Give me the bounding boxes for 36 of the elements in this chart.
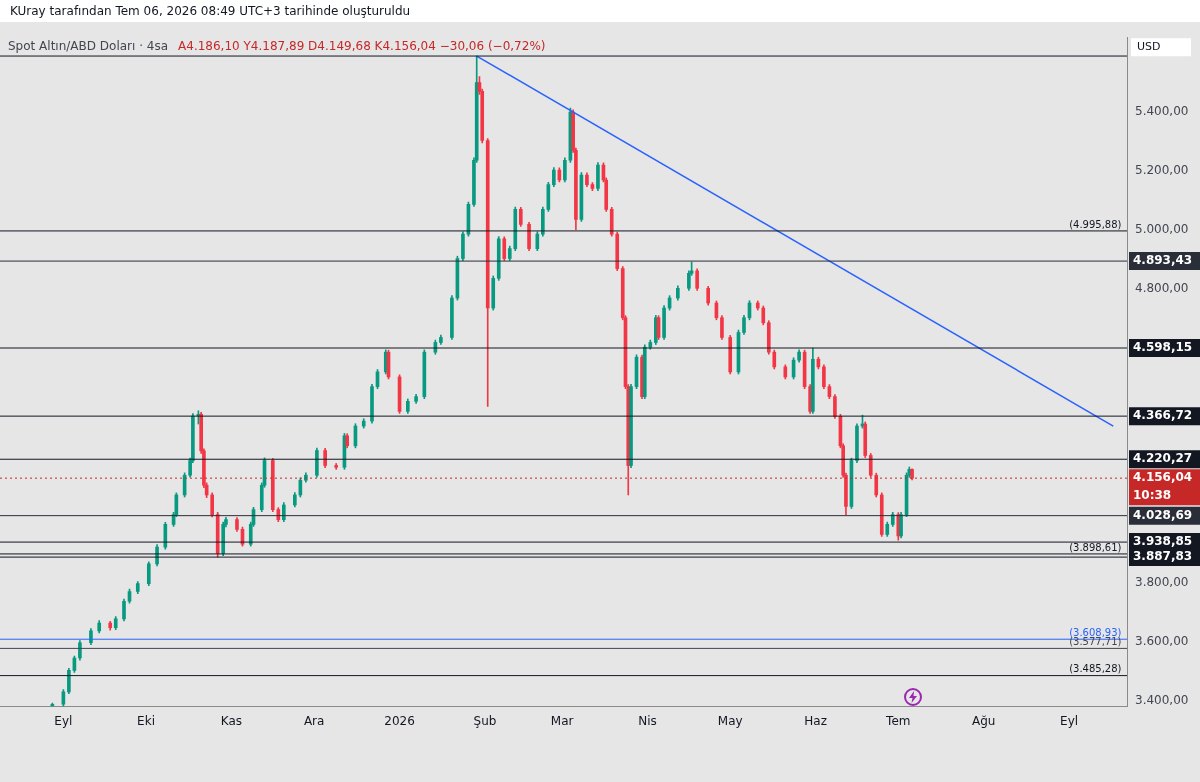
x-tick-label: May (717, 713, 743, 728)
ref-line-label: 4.028,69 (1133, 507, 1193, 522)
y-tick-label: 3.400,00 (1135, 692, 1189, 707)
x-tick-label: Şub (473, 713, 497, 728)
x-tick-label: Eki (137, 713, 155, 728)
ref-line-label: 4.366,72 (1133, 408, 1193, 423)
x-tick-label: Haz (804, 713, 827, 728)
y-tick-label: 3.600,00 (1135, 633, 1189, 648)
x-tick-label: Kas (220, 713, 243, 728)
x-tick-label: Ağu (972, 713, 996, 728)
ref-line-label: 4.156,04 10:38 (1133, 470, 1193, 503)
chart-title: Spot Altın/ABD Doları · 4sa (8, 39, 169, 54)
annotation: (4.995,88) (1069, 218, 1122, 230)
x-tick-label: Mar (550, 713, 574, 728)
ref-line-label: 4.598,15 (1133, 340, 1193, 355)
y-tick-label: 5.200,00 (1135, 162, 1189, 177)
annotation: (3.608,93) (1069, 626, 1122, 638)
y-tick-label: 3.800,00 (1135, 575, 1189, 590)
y-tick-label: 5.400,00 (1135, 104, 1189, 119)
ref-line-label: 4.893,43 (1133, 253, 1193, 268)
y-tick-label: 5.000,00 (1135, 221, 1189, 236)
text: KUray tarafından Tem 06, 2026 08:49 UTC+3 tarihinde oluşturuldu (10, 4, 411, 18)
y-tick-label: 4.800,00 (1135, 280, 1189, 295)
ref-line-label: 3.938,85 (1133, 534, 1193, 549)
ref-line-label: 4.220,27 (1133, 451, 1193, 466)
x-tick-label: Eyl (1060, 713, 1079, 728)
x-tick-label: Nis (638, 713, 657, 728)
annotation: (3.485,28) (1069, 663, 1122, 675)
chart-subtitle: A4.186,10 Y4.187,89 D4.149,68 K4.156,04 −30,06 (−0,72%) (178, 39, 546, 54)
y-axis-title: USD (1137, 40, 1161, 54)
x-tick-label: Tem (885, 713, 911, 728)
x-tick-label: Eyl (54, 713, 73, 728)
annotation: (3.898,61) (1069, 541, 1122, 553)
x-tick-label: Ara (303, 713, 325, 728)
x-tick-label: 2026 (384, 713, 415, 728)
ref-line-label: 3.887,83 (1133, 549, 1193, 564)
